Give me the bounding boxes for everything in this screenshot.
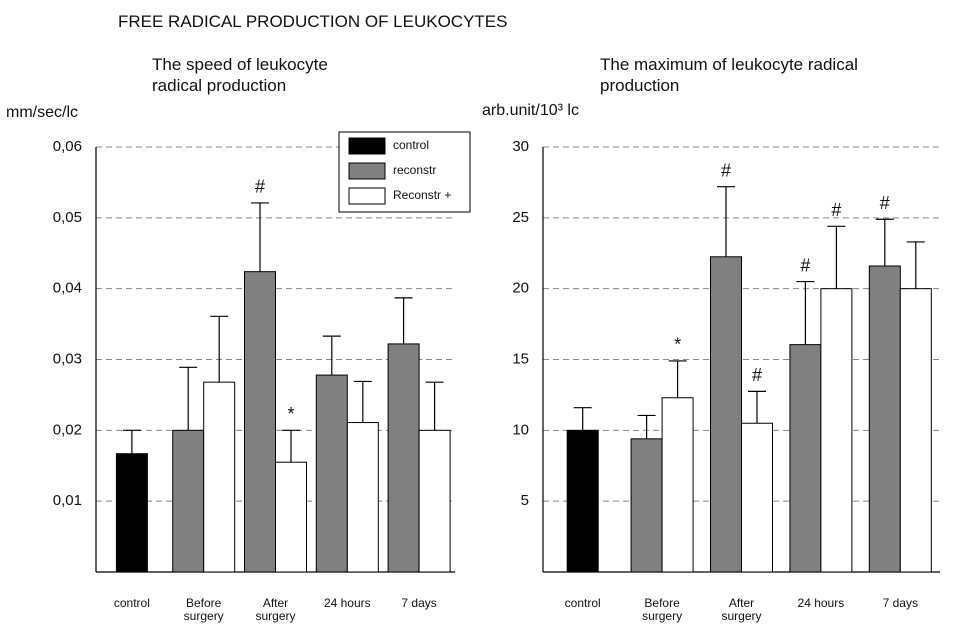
x-tick-label: 7 days xyxy=(401,596,437,610)
significance-marker: # xyxy=(880,193,890,213)
y-tick-label: 0,06 xyxy=(53,138,82,155)
x-tick-label: After surgery xyxy=(721,596,762,623)
significance-marker: # xyxy=(800,255,810,275)
legend-swatch xyxy=(348,137,386,155)
legend-swatch xyxy=(348,162,386,180)
y-tick-label: 0,02 xyxy=(53,421,82,438)
significance-marker: # xyxy=(752,365,762,385)
y-tick-label: 0,03 xyxy=(53,350,82,367)
x-tick-label: control xyxy=(564,596,601,610)
bar xyxy=(868,265,901,573)
y-tick-label: 30 xyxy=(512,138,529,155)
main-title: FREE RADICAL PRODUCTION OF LEUKOCYTES xyxy=(118,12,508,31)
legend-label: reconstr xyxy=(393,163,436,177)
y-axis-label: mm/sec/lc xyxy=(6,104,78,121)
legend-label: Reconstr + xyxy=(393,188,451,202)
y-tick-label: 0,04 xyxy=(53,280,82,297)
bar xyxy=(346,422,379,573)
bar xyxy=(661,397,694,573)
chart-title: The speed of leukocyte radical productio… xyxy=(152,55,328,95)
bar xyxy=(741,422,773,573)
x-tick-label: 24 hours xyxy=(797,596,845,610)
y-tick-label: 20 xyxy=(512,280,529,297)
legend-label: control xyxy=(393,138,429,152)
bar xyxy=(244,271,276,573)
bar xyxy=(172,429,205,573)
bar xyxy=(820,288,853,573)
bar xyxy=(275,461,307,573)
x-tick-label: 24 hours xyxy=(323,596,371,610)
x-tick-label: Before surgery xyxy=(183,596,224,623)
y-tick-label: 0,05 xyxy=(53,209,82,226)
bar xyxy=(789,344,822,573)
y-tick-label: 5 xyxy=(521,492,529,509)
bar xyxy=(566,429,599,573)
x-tick-label: After surgery xyxy=(255,596,296,623)
bar xyxy=(710,256,742,573)
significance-marker: * xyxy=(287,404,294,424)
significance-marker: # xyxy=(255,177,265,197)
bar xyxy=(418,429,451,573)
y-tick-label: 0,01 xyxy=(53,492,82,509)
bar xyxy=(203,381,236,573)
significance-marker: * xyxy=(674,335,681,355)
x-tick-label: 7 days xyxy=(882,596,918,610)
y-axis-label: arb.unit/10³ lc xyxy=(482,102,579,119)
bar xyxy=(899,288,932,573)
bar xyxy=(387,343,420,573)
legend-swatch xyxy=(348,187,386,205)
significance-marker: # xyxy=(831,200,841,220)
bar xyxy=(115,453,148,573)
chart-title: The maximum of leukocyte radical product… xyxy=(600,55,858,95)
x-tick-label: control xyxy=(113,596,150,610)
y-tick-label: 10 xyxy=(512,421,529,438)
significance-marker: # xyxy=(721,160,731,180)
y-tick-label: 15 xyxy=(512,350,529,367)
bar xyxy=(315,374,348,573)
x-tick-label: Before surgery xyxy=(642,596,683,623)
bar xyxy=(630,438,663,573)
y-tick-label: 25 xyxy=(512,209,529,226)
